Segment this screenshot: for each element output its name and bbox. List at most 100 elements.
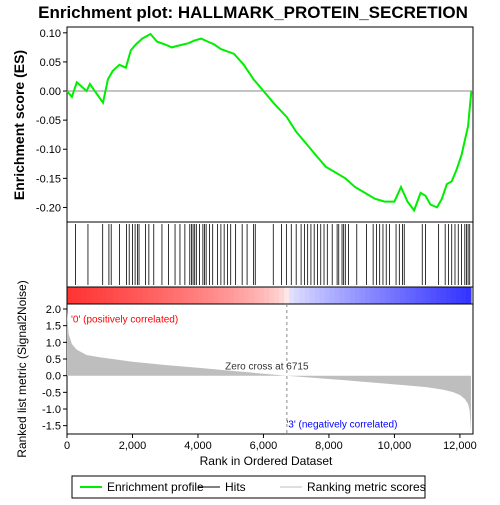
ribbon-segment xyxy=(162,287,169,304)
ribbon-segment xyxy=(420,287,427,304)
ribbon-segment xyxy=(77,287,83,304)
ribbon-segment xyxy=(228,287,235,304)
ribbon-segment xyxy=(258,287,265,304)
ribbon-segment xyxy=(132,287,139,304)
ribbon-segment xyxy=(203,287,209,304)
ribbon-segment xyxy=(92,287,98,304)
ribbon-segment xyxy=(314,287,321,304)
ribbon-segment xyxy=(188,287,194,304)
negative-correlation-label: '3' (negatively correlated) xyxy=(286,419,397,430)
chart-title: Enrichment plot: HALLMARK_PROTEIN_SECRET… xyxy=(38,3,468,22)
ranked-metric-area xyxy=(67,310,471,431)
metric-y-tick-label: -1.5 xyxy=(42,421,61,433)
ribbon-segment xyxy=(344,287,351,304)
x-tick-label: 6,000 xyxy=(250,440,278,452)
ribbon-segment xyxy=(157,287,164,304)
x-axis-label: Rank in Ordered Dataset xyxy=(200,454,333,468)
ribbon-segment xyxy=(102,287,108,304)
es-y-tick-label: -0.10 xyxy=(36,144,61,156)
ribbon-segment xyxy=(178,287,184,304)
ribbon-segment xyxy=(238,287,245,304)
ribbon-segment xyxy=(198,287,204,304)
metric-y-tick-label: 1.5 xyxy=(46,321,61,333)
ribbon-segment xyxy=(147,287,154,304)
ribbon-segment xyxy=(168,287,174,304)
metric-y-tick-label: -1.0 xyxy=(42,404,61,416)
metric-y-tick-label: 2.0 xyxy=(46,304,61,316)
metric-y-tick-label: 0.0 xyxy=(46,371,61,383)
es-y-tick-label: 0.10 xyxy=(40,28,61,40)
rank-color-ribbon xyxy=(67,287,472,304)
ribbon-segment xyxy=(339,287,346,304)
legend-label: Ranking metric scores xyxy=(307,480,426,494)
es-y-tick-label: -0.05 xyxy=(36,115,61,127)
es-series-line xyxy=(66,32,473,213)
ribbon-segment xyxy=(122,287,129,304)
zero-cross-label: Zero cross at 6715 xyxy=(225,362,309,373)
metric-y-axis-label: Ranked list metric (Signal2Noise) xyxy=(15,280,29,457)
ribbon-segment xyxy=(117,287,124,304)
ribbon-segment xyxy=(274,287,280,304)
ribbon-segment xyxy=(289,287,295,304)
ribbon-segment xyxy=(385,287,391,304)
ribbon-segment xyxy=(334,287,341,304)
es-panel-frame xyxy=(66,26,474,223)
x-axis: 0 2,000 4,000 6,000 8,000 10,000 12,000 xyxy=(64,434,477,452)
ribbon-segment xyxy=(445,287,452,304)
ribbon-segment xyxy=(208,287,214,304)
ribbon-segment xyxy=(183,287,189,304)
ribbon-segment xyxy=(243,287,250,304)
hits-panel-frame xyxy=(66,221,474,288)
ribbon-segment xyxy=(465,287,472,304)
legend: Enrichment profile Hits Ranking metric sco… xyxy=(80,480,426,494)
ribbon-segment xyxy=(440,287,447,304)
ribbon-segment xyxy=(107,287,113,304)
ribbon-segment xyxy=(233,287,240,304)
x-tick-label: 10,000 xyxy=(378,440,412,452)
ribbon-segment xyxy=(152,287,159,304)
x-tick-label: 2,000 xyxy=(119,440,147,452)
ribbon-segment xyxy=(213,287,220,304)
ribbon-segment xyxy=(329,287,336,304)
ribbon-segment xyxy=(67,287,73,304)
es-y-tick-label: 0.00 xyxy=(40,86,61,98)
ribbon-segment xyxy=(173,287,179,304)
ribbon-segment xyxy=(223,287,230,304)
ribbon-segment xyxy=(460,287,467,304)
ribbon-segment xyxy=(349,287,356,304)
ribbon-segment xyxy=(380,287,386,304)
ribbon-segment xyxy=(193,287,199,304)
ribbon-segment xyxy=(319,287,326,304)
ribbon-segment xyxy=(324,287,331,304)
ribbon-segment xyxy=(218,287,225,304)
metric-y-tick-label: -0.5 xyxy=(42,387,61,399)
ribbon-segment xyxy=(400,287,406,304)
x-tick-label: 12,000 xyxy=(443,440,477,452)
ribbon-segment xyxy=(304,287,310,304)
ribbon-segment xyxy=(279,287,285,304)
es-y-tick-label: -0.15 xyxy=(36,173,61,185)
ribbon-segment xyxy=(137,287,144,304)
ribbon-segment xyxy=(253,287,260,304)
ribbon-segment xyxy=(142,287,149,304)
ribbon-segment xyxy=(72,287,78,304)
metric-y-tick-label: 0.5 xyxy=(46,354,61,366)
x-tick-label: 4,000 xyxy=(184,440,212,452)
ribbon-segment xyxy=(82,287,88,304)
ribbon-segment xyxy=(87,287,93,304)
ribbon-segment xyxy=(430,287,437,304)
ribbon-segment xyxy=(263,287,270,304)
ribbon-segment xyxy=(435,287,442,304)
ribbon-segment xyxy=(294,287,300,304)
ribbon-segment xyxy=(299,287,305,304)
ribbon-segment xyxy=(390,287,396,304)
ribbon-segment xyxy=(455,287,462,304)
ribbon-segment xyxy=(309,287,315,304)
legend-label: Enrichment profile xyxy=(107,480,204,494)
metric-y-axis: 2.0 1.5 1.0 0.5 0.0 -0.5 -1.0 -1.5 xyxy=(42,304,67,433)
ribbon-segment xyxy=(364,287,371,304)
x-tick-label: 0 xyxy=(64,440,70,452)
es-y-axis-label: Enrichment score (ES) xyxy=(11,50,27,200)
ribbon-segment xyxy=(425,287,432,304)
hit-marks-group xyxy=(75,224,471,285)
